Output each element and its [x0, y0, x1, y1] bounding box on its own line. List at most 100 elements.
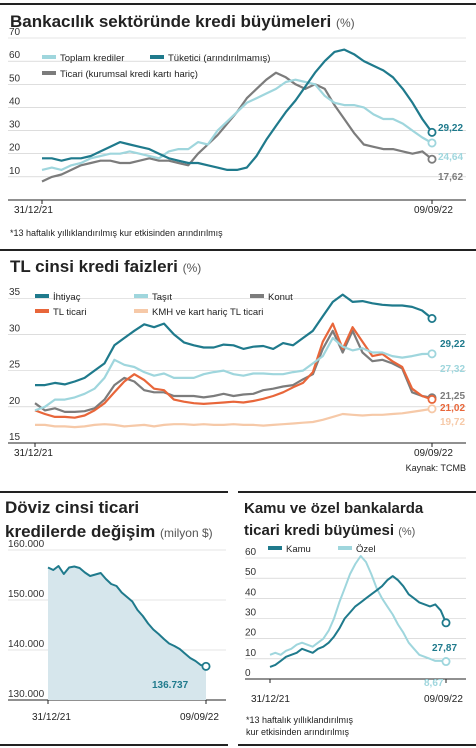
- data-label: 19,72: [440, 417, 465, 428]
- panel4-grid: [245, 557, 466, 683]
- series-line: [35, 407, 433, 429]
- panel-credit-growth: Bankacılık sektöründe kredi büyümeleri (…: [8, 12, 466, 238]
- data-label: 29,22: [440, 339, 465, 350]
- data-label: 27,32: [440, 364, 465, 375]
- legend-swatch: [150, 55, 164, 59]
- legend-swatch: [42, 71, 56, 75]
- y-tick-label: 35: [9, 287, 21, 298]
- series-end-marker: [441, 657, 451, 667]
- panel4-title-line1: Kamu ve özel bankalarda: [244, 500, 424, 517]
- y-tick-label: 40: [9, 96, 21, 107]
- panel2-x-start: 31/12/21: [14, 448, 53, 459]
- y-tick-label: 50: [9, 73, 21, 84]
- series-line: [34, 329, 433, 413]
- panel2-y-axis: 15 20 25 30 35: [9, 287, 21, 443]
- y-tick-label: 20: [245, 628, 257, 639]
- panel3-y-axis: 130.000 140.000 150.000 160.000: [8, 539, 45, 700]
- panel4-footnote-line1: *13 haftalık yıllıklandırılmış: [246, 715, 354, 725]
- y-tick-label: 60: [245, 547, 257, 558]
- legend-entry: Tüketici (arındırılmamış): [168, 53, 270, 64]
- panel2-unit: (%): [183, 261, 202, 275]
- y-tick-label: 30: [245, 608, 257, 619]
- legend-swatch: [268, 546, 282, 550]
- legend-swatch: [250, 294, 264, 298]
- y-tick-label: 20: [9, 143, 21, 154]
- panel4-title-line2: ticari kredi büyümesi (%): [244, 522, 415, 539]
- panel1-footnote: *13 haftalık yıllıklandırılmış kur etkis…: [10, 228, 223, 238]
- series-line: [35, 293, 433, 387]
- y-tick-label: 30: [9, 120, 21, 131]
- divider-bottom-right: [238, 744, 476, 746]
- series-line: [34, 322, 433, 419]
- legend-entry: Konut: [268, 292, 293, 303]
- series-end-marker: [427, 349, 437, 359]
- panel4-x-start: 31/12/21: [251, 694, 290, 705]
- panel2-grid: [8, 297, 466, 447]
- panel1-series: 17,62 24,64 29,22: [41, 48, 463, 183]
- series-line: [269, 575, 447, 668]
- panel2-title: TL cinsi kredi faizleri (%): [10, 257, 201, 276]
- legend-swatch: [35, 309, 49, 313]
- y-tick-label: 70: [9, 27, 21, 38]
- series-line: [41, 71, 433, 183]
- panel-public-private-banks: Kamu ve özel bankalarda ticari kredi büy…: [244, 500, 466, 737]
- y-tick-label: 10: [245, 648, 257, 659]
- y-tick-label: 10: [9, 166, 21, 177]
- data-label: 17,62: [438, 172, 463, 183]
- series-end-marker: [201, 661, 211, 671]
- data-label: 8,67: [424, 678, 444, 689]
- data-label: 24,64: [438, 152, 463, 163]
- panel4-unit: (%): [398, 526, 415, 538]
- y-tick-label: 30: [9, 323, 21, 334]
- legend-entry: Özel: [356, 544, 376, 555]
- legend-entry: KMH ve kart hariç TL ticari: [152, 307, 263, 318]
- data-label: 27,87: [432, 643, 457, 654]
- series-end-marker: [441, 618, 451, 628]
- series-line: [34, 336, 433, 412]
- divider-panel2: [0, 249, 476, 251]
- panel4-x-end: 09/09/22: [424, 694, 463, 705]
- y-tick-label: 150.000: [8, 589, 45, 600]
- panel-fx-commercial-loans: Döviz cinsi ticari kredilerde değişim (m…: [5, 498, 226, 723]
- y-tick-label: 15: [9, 432, 21, 443]
- legend-entry: Kamu: [286, 544, 311, 555]
- area-fill: [48, 566, 206, 700]
- series-end-marker: [427, 138, 437, 148]
- panel2-legend: İhtiyaç Taşıt Konut TL ticari KMH ve kart ha…: [35, 292, 293, 318]
- legend-swatch: [42, 55, 56, 59]
- legend-entry: Ticari (kurumsal kredi kartı hariç): [60, 69, 198, 80]
- series-end-marker: [427, 394, 437, 404]
- y-tick-label: 50: [245, 567, 257, 578]
- y-tick-label: 60: [9, 50, 21, 61]
- data-label: 21,02: [440, 403, 465, 414]
- panel1-x-start: 31/12/21: [14, 205, 53, 216]
- legend-entry: İhtiyaç: [53, 292, 81, 303]
- y-tick-label: 140.000: [8, 639, 45, 650]
- y-tick-label: 40: [245, 587, 257, 598]
- panel1-legend: Toplam krediler Tüketici (arındırılmamış)…: [42, 53, 270, 80]
- legend-swatch: [134, 309, 148, 313]
- divider-panel4: [238, 491, 476, 493]
- panel4-legend: Kamu Özel: [268, 544, 376, 555]
- legend-swatch: [338, 546, 352, 550]
- panel3-title-line1: Döviz cinsi ticari: [5, 498, 139, 517]
- panel1-y-axis: 10 20 30 40 50 60 70: [9, 27, 21, 177]
- series-end-marker: [427, 314, 437, 324]
- divider-bottom-left: [0, 744, 228, 746]
- legend-swatch: [134, 294, 148, 298]
- panel-tl-loan-rates: TL cinsi kredi faizleri (%) 15 20 25 30 35 İ…: [8, 257, 466, 473]
- panel1-title: Bankacılık sektöründe kredi büyümeleri (…: [10, 12, 355, 31]
- panel1-x-end: 09/09/22: [414, 205, 453, 216]
- panel3-x-start: 31/12/21: [32, 712, 71, 723]
- panel3-title-line2: kredilerde değişim (milyon $): [5, 522, 213, 541]
- series-end-marker: [427, 404, 437, 414]
- panel4-series: 8,67 27,87: [269, 555, 457, 689]
- data-label: 21,25: [440, 391, 465, 402]
- panel1-grid: [8, 37, 466, 204]
- series-line: [41, 78, 433, 171]
- divider-panel3: [0, 491, 228, 493]
- data-label: 29,22: [438, 123, 463, 134]
- legend-entry: TL ticari: [53, 307, 86, 318]
